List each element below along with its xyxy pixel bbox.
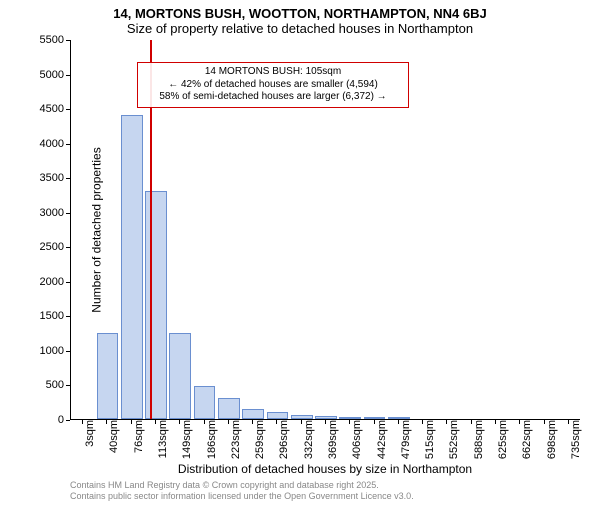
x-tick-mark xyxy=(252,420,253,424)
x-tick-mark xyxy=(131,420,132,424)
bar xyxy=(291,415,313,419)
x-tick-mark xyxy=(422,420,423,424)
chart-container: 14 MORTONS BUSH: 105sqm ← 42% of detache… xyxy=(70,40,580,420)
x-tick-label: 259sqm xyxy=(252,420,266,459)
bar xyxy=(97,333,119,419)
x-tick-mark xyxy=(471,420,472,424)
x-tick-mark xyxy=(179,420,180,424)
y-tick-mark xyxy=(66,144,70,145)
x-tick-mark xyxy=(106,420,107,424)
y-axis-label: Number of detached properties xyxy=(90,147,104,312)
x-tick-label: 406sqm xyxy=(349,420,363,459)
annotation-line-1: 14 MORTONS BUSH: 105sqm xyxy=(143,66,403,79)
y-tick-mark xyxy=(66,40,70,41)
x-tick-mark xyxy=(276,420,277,424)
x-tick-label: 625sqm xyxy=(495,420,509,459)
y-tick-mark xyxy=(66,351,70,352)
bar xyxy=(315,416,337,419)
y-tick-mark xyxy=(66,247,70,248)
x-tick-label: 735sqm xyxy=(568,420,582,459)
bar xyxy=(339,417,361,419)
y-tick-mark xyxy=(66,178,70,179)
x-tick-mark xyxy=(301,420,302,424)
y-tick-mark xyxy=(66,282,70,283)
bar xyxy=(267,412,289,419)
bar xyxy=(121,115,143,419)
bar xyxy=(145,191,167,419)
x-tick-mark xyxy=(82,420,83,424)
x-axis-label: Distribution of detached houses by size … xyxy=(178,462,472,476)
x-tick-label: 332sqm xyxy=(301,420,315,459)
x-tick-mark xyxy=(398,420,399,424)
y-tick-mark xyxy=(66,109,70,110)
x-tick-label: 296sqm xyxy=(276,420,290,459)
x-tick-label: 515sqm xyxy=(422,420,436,459)
x-tick-mark xyxy=(446,420,447,424)
credit-line-2: Contains public sector information licen… xyxy=(70,491,414,502)
plot-area: 14 MORTONS BUSH: 105sqm ← 42% of detache… xyxy=(70,40,580,420)
y-tick-mark xyxy=(66,75,70,76)
x-tick-label: 186sqm xyxy=(204,420,218,459)
bar xyxy=(364,417,386,419)
x-tick-mark xyxy=(374,420,375,424)
credit-text: Contains HM Land Registry data © Crown c… xyxy=(70,480,414,502)
x-tick-mark xyxy=(568,420,569,424)
x-tick-mark xyxy=(495,420,496,424)
x-tick-label: 698sqm xyxy=(544,420,558,459)
x-tick-label: 40sqm xyxy=(106,420,120,453)
x-tick-label: 113sqm xyxy=(155,420,169,458)
x-tick-mark xyxy=(349,420,350,424)
y-tick-mark xyxy=(66,316,70,317)
bar xyxy=(242,409,264,419)
x-tick-label: 442sqm xyxy=(374,420,388,459)
x-tick-label: 76sqm xyxy=(131,420,145,453)
x-tick-label: 369sqm xyxy=(325,420,339,459)
bar xyxy=(388,417,410,419)
annotation-box: 14 MORTONS BUSH: 105sqm ← 42% of detache… xyxy=(137,62,409,108)
x-tick-label: 223sqm xyxy=(228,420,242,459)
title-line-1: 14, MORTONS BUSH, WOOTTON, NORTHAMPTON, … xyxy=(0,6,600,21)
x-tick-mark xyxy=(325,420,326,424)
title-line-2: Size of property relative to detached ho… xyxy=(0,21,600,36)
x-tick-mark xyxy=(228,420,229,424)
x-tick-mark xyxy=(544,420,545,424)
x-tick-label: 552sqm xyxy=(446,420,460,459)
annotation-line-3: 58% of semi-detached houses are larger (… xyxy=(143,91,403,104)
y-tick-mark xyxy=(66,213,70,214)
annotation-line-2: ← 42% of detached houses are smaller (4,… xyxy=(143,79,403,92)
x-tick-label: 588sqm xyxy=(471,420,485,459)
x-tick-mark xyxy=(204,420,205,424)
x-tick-label: 479sqm xyxy=(398,420,412,459)
credit-line-1: Contains HM Land Registry data © Crown c… xyxy=(70,480,414,491)
y-tick-mark xyxy=(66,385,70,386)
x-tick-mark xyxy=(519,420,520,424)
bar xyxy=(218,398,240,419)
bar xyxy=(169,333,191,419)
y-tick-mark xyxy=(66,420,70,421)
bar xyxy=(194,386,216,419)
x-tick-mark xyxy=(155,420,156,424)
x-tick-label: 662sqm xyxy=(519,420,533,459)
x-tick-label: 3sqm xyxy=(82,420,96,447)
x-tick-label: 149sqm xyxy=(179,420,193,459)
